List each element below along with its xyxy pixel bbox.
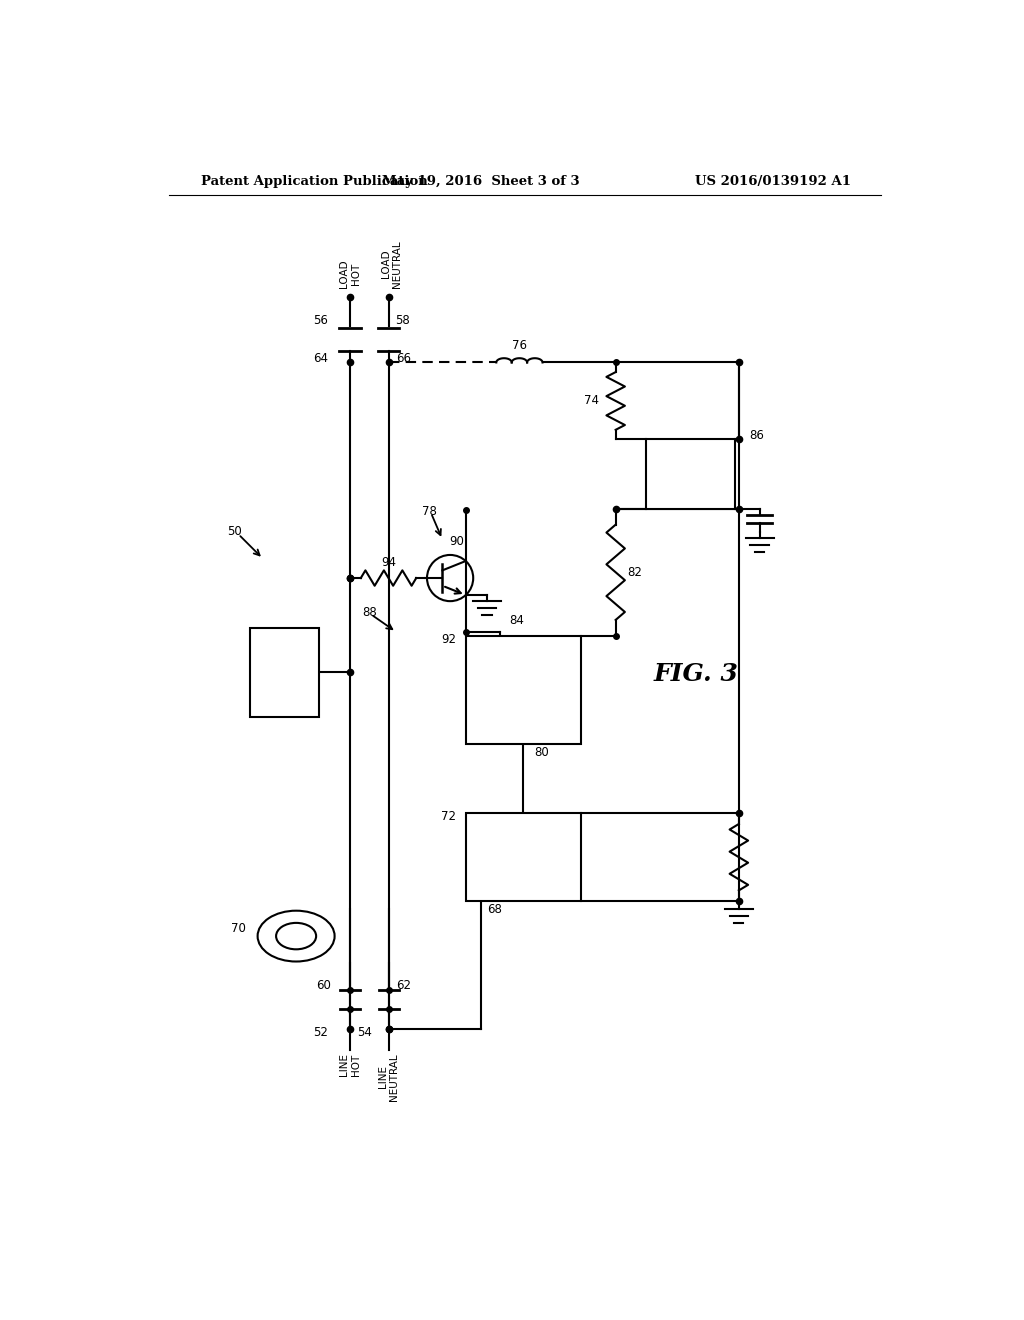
Text: 76: 76 <box>512 339 527 352</box>
Text: 78: 78 <box>422 504 437 517</box>
Text: 74: 74 <box>584 395 599 408</box>
Text: 88: 88 <box>361 606 377 619</box>
Text: 58: 58 <box>394 314 410 326</box>
Text: 64: 64 <box>313 352 329 366</box>
Text: ACTIVE
ELEMENT: ACTIVE ELEMENT <box>665 463 717 484</box>
Text: 94: 94 <box>381 556 396 569</box>
Ellipse shape <box>276 923 316 949</box>
Text: 92: 92 <box>441 634 457 647</box>
Text: 84: 84 <box>509 614 524 627</box>
Text: May 19, 2016  Sheet 3 of 3: May 19, 2016 Sheet 3 of 3 <box>382 176 580 187</box>
Text: US 2016/0139192 A1: US 2016/0139192 A1 <box>694 176 851 187</box>
Text: 80: 80 <box>535 746 549 759</box>
Text: LINE
HOT: LINE HOT <box>339 1053 360 1076</box>
Text: 72: 72 <box>441 810 457 824</box>
Text: PROCESSING
UNIT: PROCESSING UNIT <box>485 676 561 704</box>
Bar <box>646 440 735 508</box>
Text: GROUND
FAULT
DETECTION
CIRCUITRY: GROUND FAULT DETECTION CIRCUITRY <box>494 834 553 879</box>
Text: 82: 82 <box>628 566 642 578</box>
Text: 56: 56 <box>313 314 329 326</box>
Text: 86: 86 <box>750 429 765 442</box>
Text: 52: 52 <box>313 1026 329 1039</box>
Text: LOAD
HOT: LOAD HOT <box>339 259 360 288</box>
Text: 68: 68 <box>487 903 502 916</box>
Text: LINE
NEUTRAL: LINE NEUTRAL <box>378 1053 399 1101</box>
Text: 60: 60 <box>315 979 331 991</box>
Bar <box>250 628 319 717</box>
Bar <box>466 636 581 743</box>
Text: 62: 62 <box>396 979 412 991</box>
Text: 90: 90 <box>449 535 464 548</box>
Text: Patent Application Publication: Patent Application Publication <box>202 176 428 187</box>
Bar <box>466 813 581 902</box>
Text: FIG. 3: FIG. 3 <box>654 663 739 686</box>
Text: LOAD
NEUTRAL: LOAD NEUTRAL <box>381 240 402 288</box>
Ellipse shape <box>258 911 335 961</box>
Text: 66: 66 <box>396 352 412 366</box>
Text: 50: 50 <box>227 525 242 539</box>
Text: 54: 54 <box>356 1026 372 1039</box>
Text: 70: 70 <box>231 921 246 935</box>
